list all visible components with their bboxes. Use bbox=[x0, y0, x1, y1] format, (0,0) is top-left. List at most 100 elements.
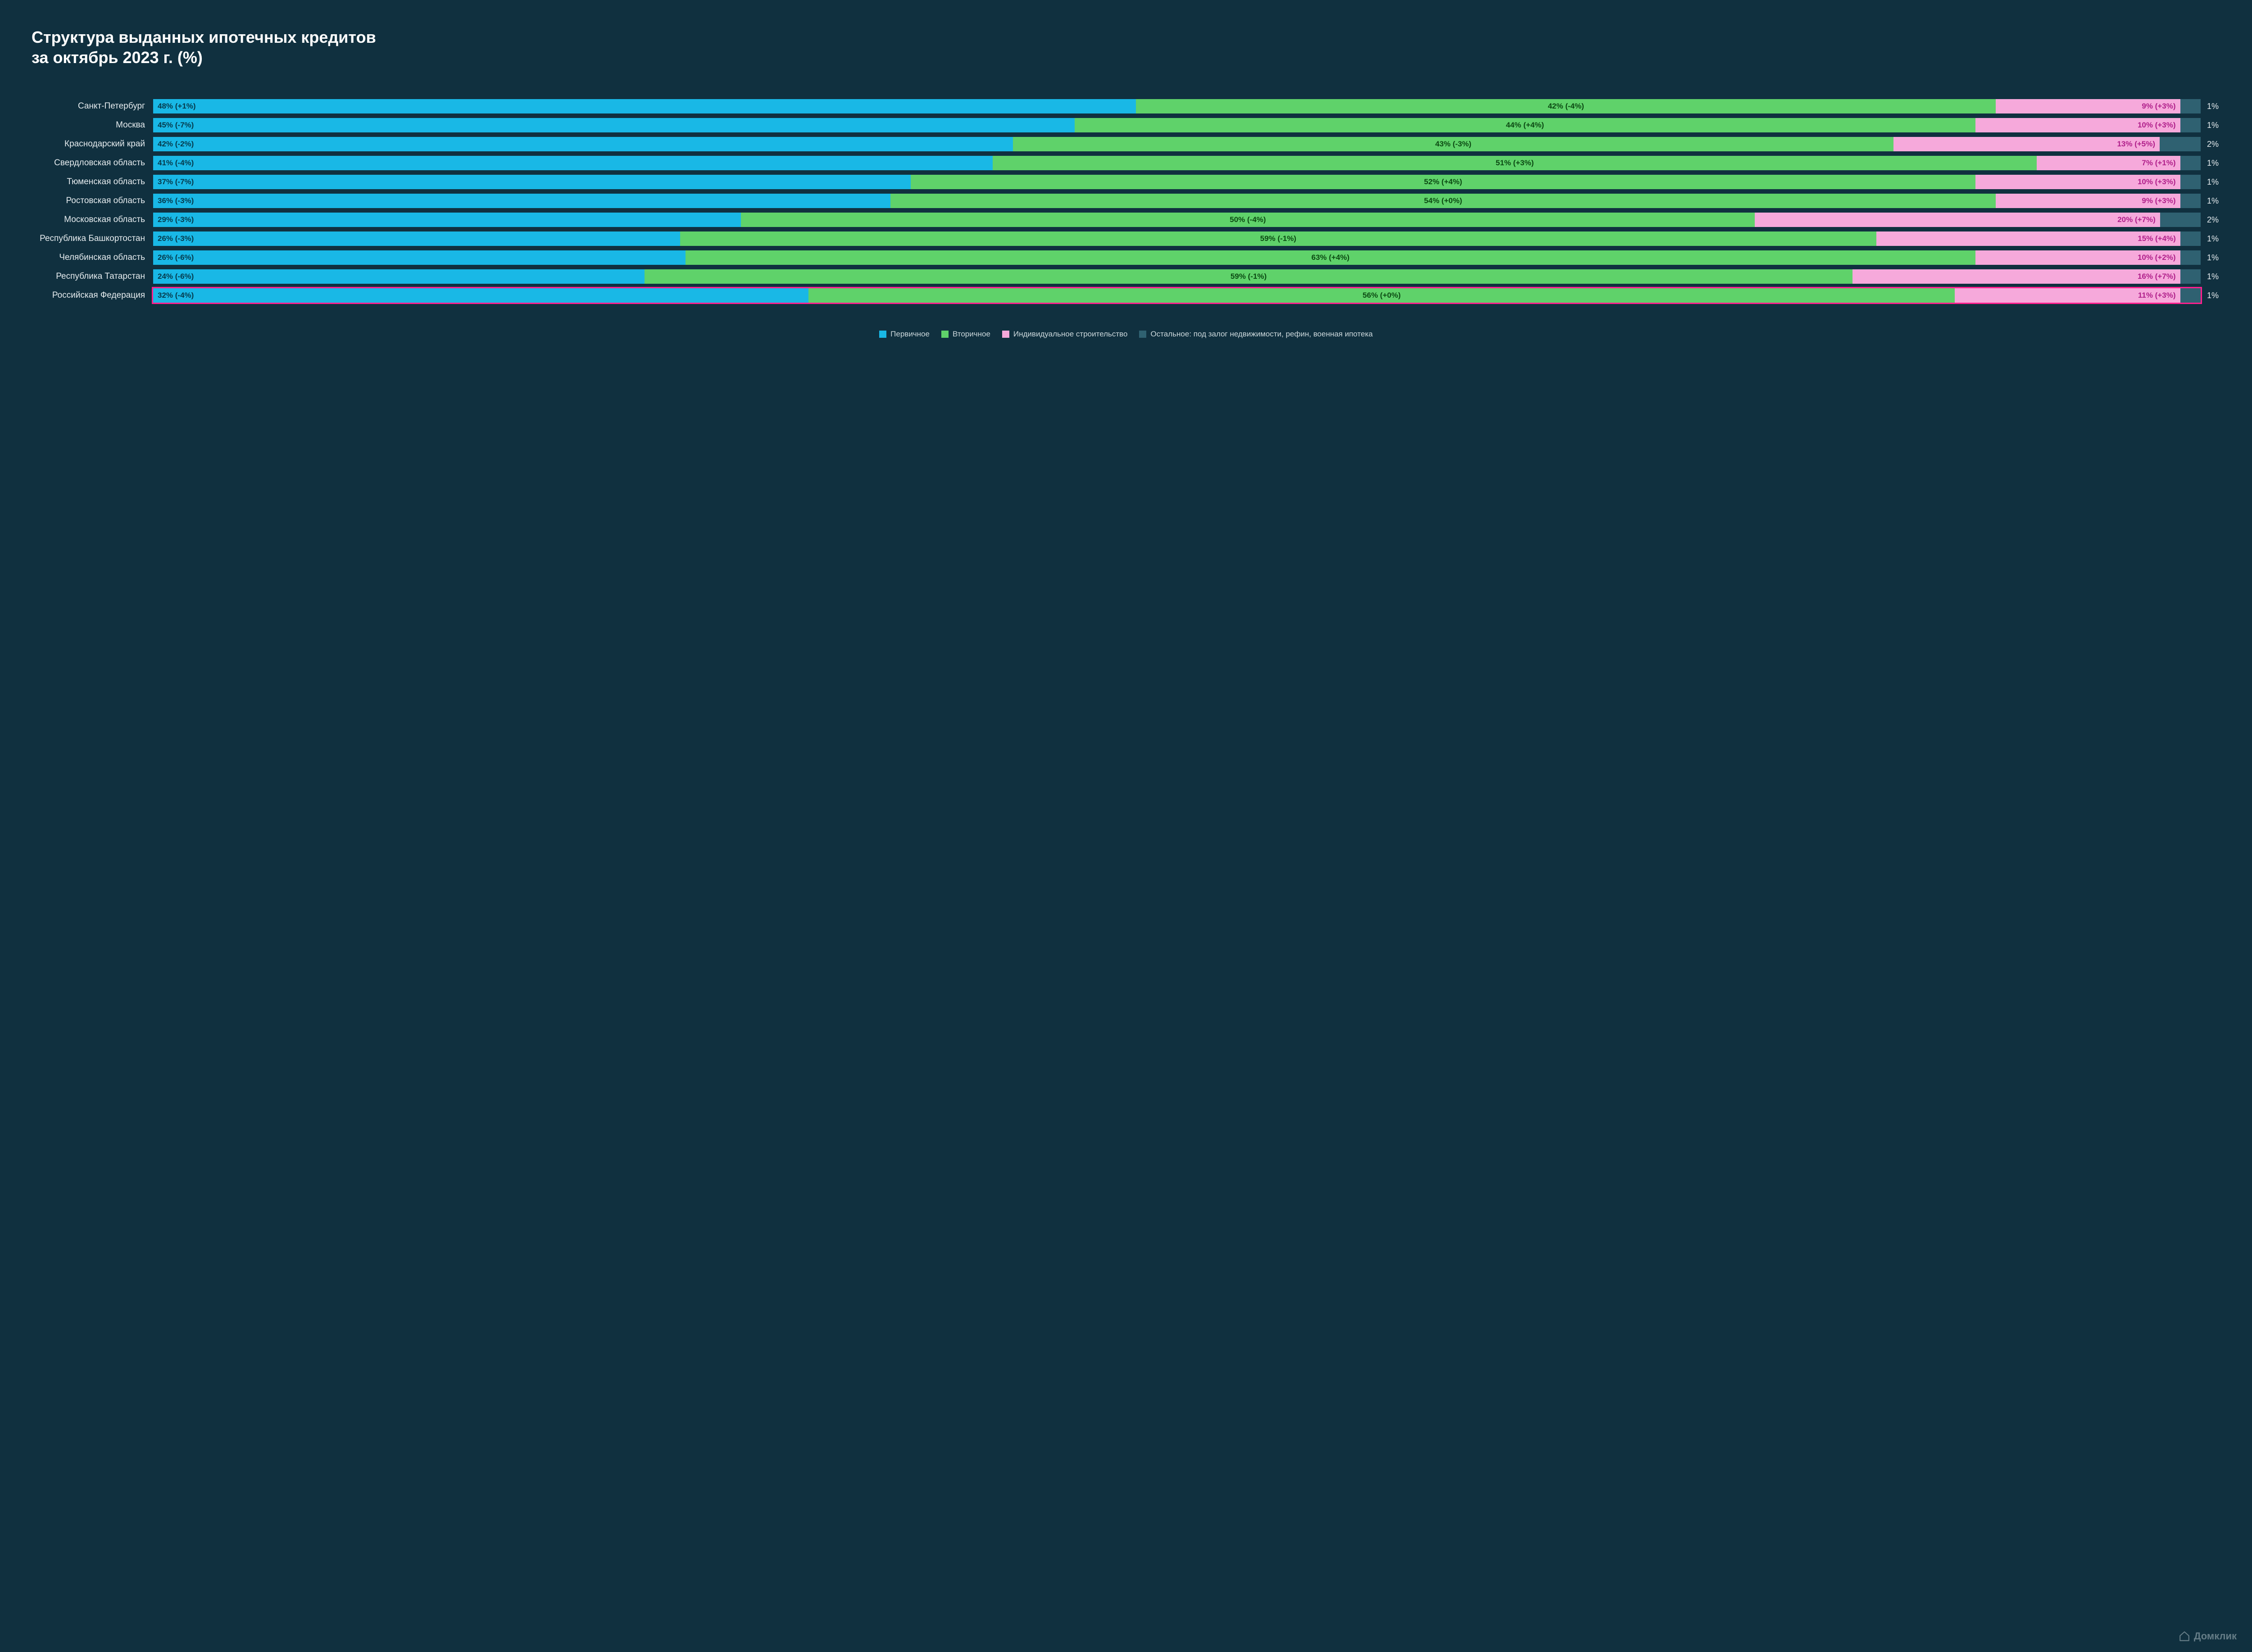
segment-secondary: 50% (-4%) bbox=[741, 213, 1754, 227]
segment-indiv: 7% (+1%) bbox=[2037, 156, 2180, 170]
segment-value: 26% (-6%) bbox=[158, 253, 194, 262]
segment-secondary: 59% (-1%) bbox=[680, 231, 1876, 246]
segment-other bbox=[2180, 156, 2201, 170]
chart-row: Московская область29% (-3%)50% (-4%)20% … bbox=[32, 213, 2220, 227]
segment-primary: 48% (+1%) bbox=[153, 99, 1136, 113]
chart-row: Тюменская область37% (-7%)52% (+4%)10% (… bbox=[32, 175, 2220, 189]
segment-secondary: 56% (+0%) bbox=[808, 288, 1955, 303]
segment-value: 10% (+2%) bbox=[2138, 253, 2176, 262]
segment-indiv: 13% (+5%) bbox=[1893, 137, 2160, 151]
segment-primary: 29% (-3%) bbox=[153, 213, 741, 227]
segment-value: 50% (-4%) bbox=[1230, 215, 1266, 224]
bar: 41% (-4%) 51% (+3%) 7% (+1%) bbox=[153, 156, 2201, 170]
segment-secondary: 44% (+4%) bbox=[1075, 118, 1975, 132]
chart-row: Свердловская область 41% (-4%) 51% (+3%) 7%… bbox=[32, 156, 2220, 170]
segment-primary: 26% (-3%) bbox=[153, 231, 680, 246]
chart-title: Структура выданных ипотечных кредитов за… bbox=[32, 27, 2220, 68]
chart-row: Челябинская область 26% (-6%) 63% (+4%) 10%… bbox=[32, 250, 2220, 265]
row-label: Республика Татарстан bbox=[32, 272, 153, 281]
segment-value: 9% (+3%) bbox=[2142, 196, 2175, 205]
segment-other bbox=[2180, 231, 2201, 246]
legend-item: Остальное: под залог недвижимости, рефин… bbox=[1139, 330, 1372, 339]
segment-other bbox=[2180, 99, 2201, 113]
segment-value: 15% (+4%) bbox=[2138, 234, 2176, 243]
segment-value: 36% (-3%) bbox=[158, 196, 194, 205]
segment-other bbox=[2180, 194, 2201, 208]
chart-row: Санкт-Петербург 48% (+1%) 42% (-4%) 9% (+3%… bbox=[32, 99, 2220, 113]
legend-swatch bbox=[1002, 331, 1009, 338]
title-line-2: за октябрь 2023 г. (%) bbox=[32, 48, 203, 67]
other-value: 1% bbox=[2201, 102, 2220, 111]
segment-value: 16% (+7%) bbox=[2138, 272, 2176, 281]
segment-indiv: 10% (+2%) bbox=[1975, 250, 2180, 265]
segment-indiv: 11% (+3%) bbox=[1955, 288, 2180, 303]
segment-value: 24% (-6%) bbox=[158, 272, 194, 281]
legend-label: Остальное: под залог недвижимости, рефин… bbox=[1150, 330, 1372, 339]
segment-indiv: 10% (+3%) bbox=[1975, 175, 2180, 189]
segment-value: 43% (-3%) bbox=[1435, 140, 1471, 149]
row-label: Тюменская область bbox=[32, 177, 153, 187]
chart-row: Республика Татарстан 24% (-6%) 59% (-1%) 16… bbox=[32, 269, 2220, 284]
bar: 24% (-6%) 59% (-1%) 16% (+7%) bbox=[153, 269, 2201, 284]
bar: 29% (-3%)50% (-4%)20% (+7%) bbox=[153, 213, 2201, 227]
other-value: 1% bbox=[2201, 291, 2220, 300]
row-label: Санкт-Петербург bbox=[32, 101, 153, 111]
bar: 36% (-3%) 54% (+0%) 9% (+3%) bbox=[153, 194, 2201, 208]
segment-value: 59% (-1%) bbox=[1230, 272, 1267, 281]
segment-other bbox=[2180, 288, 2201, 303]
legend-item: Вторичное bbox=[941, 330, 990, 339]
legend-item: Первичное bbox=[879, 330, 930, 339]
segment-primary: 45% (-7%) bbox=[153, 118, 1075, 132]
chart-row: Ростовская область36% (-3%)54% (+0%)9% (… bbox=[32, 194, 2220, 208]
legend: Первичное Вторичное Индивидуальное строите… bbox=[32, 330, 2220, 339]
other-value: 1% bbox=[2201, 159, 2220, 168]
row-label: Свердловская область bbox=[32, 158, 153, 168]
row-label: Краснодарский край bbox=[32, 139, 153, 149]
row-label: Российская Федерация bbox=[32, 290, 153, 300]
segment-indiv: 10% (+3%) bbox=[1975, 118, 2180, 132]
house-icon bbox=[2179, 1630, 2190, 1642]
segment-value: 48% (+1%) bbox=[158, 102, 196, 111]
segment-value: 44% (+4%) bbox=[1506, 121, 1544, 130]
chart-row: Москва45% (-7%)44% (+4%)10% (+3%)1% bbox=[32, 118, 2220, 132]
segment-value: 54% (+0%) bbox=[1424, 196, 1462, 205]
segment-secondary: 42% (-4%) bbox=[1136, 99, 1996, 113]
bar: 42% (-2%) 43% (-3%) 13% (+5%) bbox=[153, 137, 2201, 151]
chart-row: Краснодарский край 42% (-2%) 43% (-3%) 13% … bbox=[32, 137, 2220, 151]
segment-other bbox=[2160, 137, 2201, 151]
segment-value: 56% (+0%) bbox=[1362, 291, 1401, 300]
legend-swatch bbox=[1139, 331, 1146, 338]
segment-value: 63% (+4%) bbox=[1312, 253, 1350, 262]
segment-value: 7% (+1%) bbox=[2142, 159, 2175, 168]
segment-secondary: 52% (+4%) bbox=[911, 175, 1975, 189]
legend-item: Индивидуальное строительство bbox=[1002, 330, 1128, 339]
brand-text: Домклик bbox=[2194, 1630, 2237, 1642]
row-label: Челябинская область bbox=[32, 253, 153, 263]
segment-secondary: 51% (+3%) bbox=[993, 156, 2037, 170]
segment-primary: 41% (-4%) bbox=[153, 156, 993, 170]
other-value: 2% bbox=[2201, 215, 2220, 225]
row-label: Московская область bbox=[32, 215, 153, 225]
segment-primary: 42% (-2%) bbox=[153, 137, 1013, 151]
segment-secondary: 54% (+0%) bbox=[890, 194, 1996, 208]
legend-label: Индивидуальное строительство bbox=[1013, 330, 1128, 339]
bar: 26% (-6%) 63% (+4%) 10% (+2%) bbox=[153, 250, 2201, 265]
stacked-bar-chart: Санкт-Петербург 48% (+1%) 42% (-4%) 9% (+3%… bbox=[32, 99, 2220, 303]
segment-indiv: 15% (+4%) bbox=[1876, 231, 2180, 246]
segment-primary: 26% (-6%) bbox=[153, 250, 686, 265]
segment-value: 42% (-4%) bbox=[1548, 102, 1584, 111]
segment-primary: 36% (-3%) bbox=[153, 194, 890, 208]
segment-value: 13% (+5%) bbox=[2117, 140, 2155, 149]
segment-value: 9% (+3%) bbox=[2142, 102, 2175, 111]
segment-other bbox=[2180, 118, 2201, 132]
segment-value: 41% (-4%) bbox=[158, 159, 194, 168]
segment-value: 10% (+3%) bbox=[2138, 177, 2176, 186]
segment-value: 10% (+3%) bbox=[2138, 121, 2176, 130]
other-value: 1% bbox=[2201, 177, 2220, 187]
legend-label: Вторичное bbox=[953, 330, 990, 339]
segment-primary: 24% (-6%) bbox=[153, 269, 645, 284]
segment-value: 42% (-2%) bbox=[158, 140, 194, 149]
segment-value: 32% (-4%) bbox=[158, 291, 194, 300]
segment-value: 29% (-3%) bbox=[158, 215, 194, 224]
segment-secondary: 63% (+4%) bbox=[686, 250, 1975, 265]
